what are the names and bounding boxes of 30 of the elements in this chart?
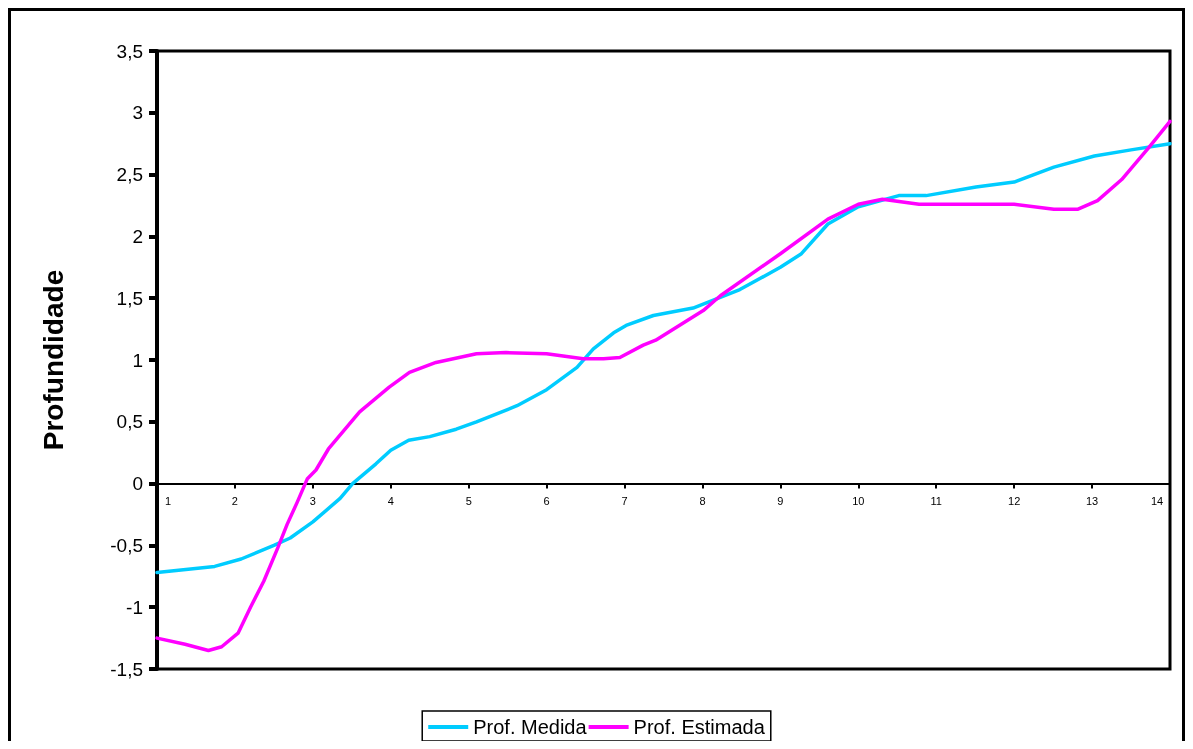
y-tick-label: 2: [132, 225, 143, 247]
legend-label: Prof. Medida: [473, 716, 588, 738]
x-tick-label: 9: [777, 495, 784, 508]
legend-label: Prof. Estimada: [633, 716, 766, 738]
y-tick-label: 3,5: [116, 40, 143, 62]
x-tick-label: 12: [1008, 495, 1021, 508]
x-tick-label: 5: [465, 495, 472, 508]
x-tick-label: 6: [543, 495, 550, 508]
line-series: [155, 141, 1172, 575]
x-tick-label: 14: [1150, 495, 1164, 508]
y-axis-title: Profundidade: [37, 269, 69, 451]
line-series: [155, 119, 1172, 653]
y-tick-label: -0,5: [110, 534, 143, 556]
x-tick-label: 2: [231, 495, 238, 508]
y-tick-label: 2,5: [116, 164, 143, 186]
x-tick-label: 10: [852, 495, 865, 508]
y-tick-label: 0,5: [116, 411, 143, 433]
x-tick-label: 7: [621, 495, 628, 508]
y-tick-label: -1: [126, 596, 143, 618]
y-tick-label: 3: [132, 102, 143, 124]
x-tick-label: 4: [387, 495, 394, 508]
y-tick-label: 1,5: [116, 287, 143, 309]
y-tick-label: -1,5: [110, 658, 143, 680]
x-tick-label: 11: [930, 495, 942, 508]
x-tick-label: 1: [164, 495, 172, 508]
y-tick-label: 1: [132, 349, 143, 371]
x-tick-label: 13: [1085, 495, 1099, 508]
y-tick-label: 0: [132, 473, 143, 495]
x-tick-label: 3: [309, 495, 316, 508]
x-tick-label: 8: [699, 495, 706, 508]
